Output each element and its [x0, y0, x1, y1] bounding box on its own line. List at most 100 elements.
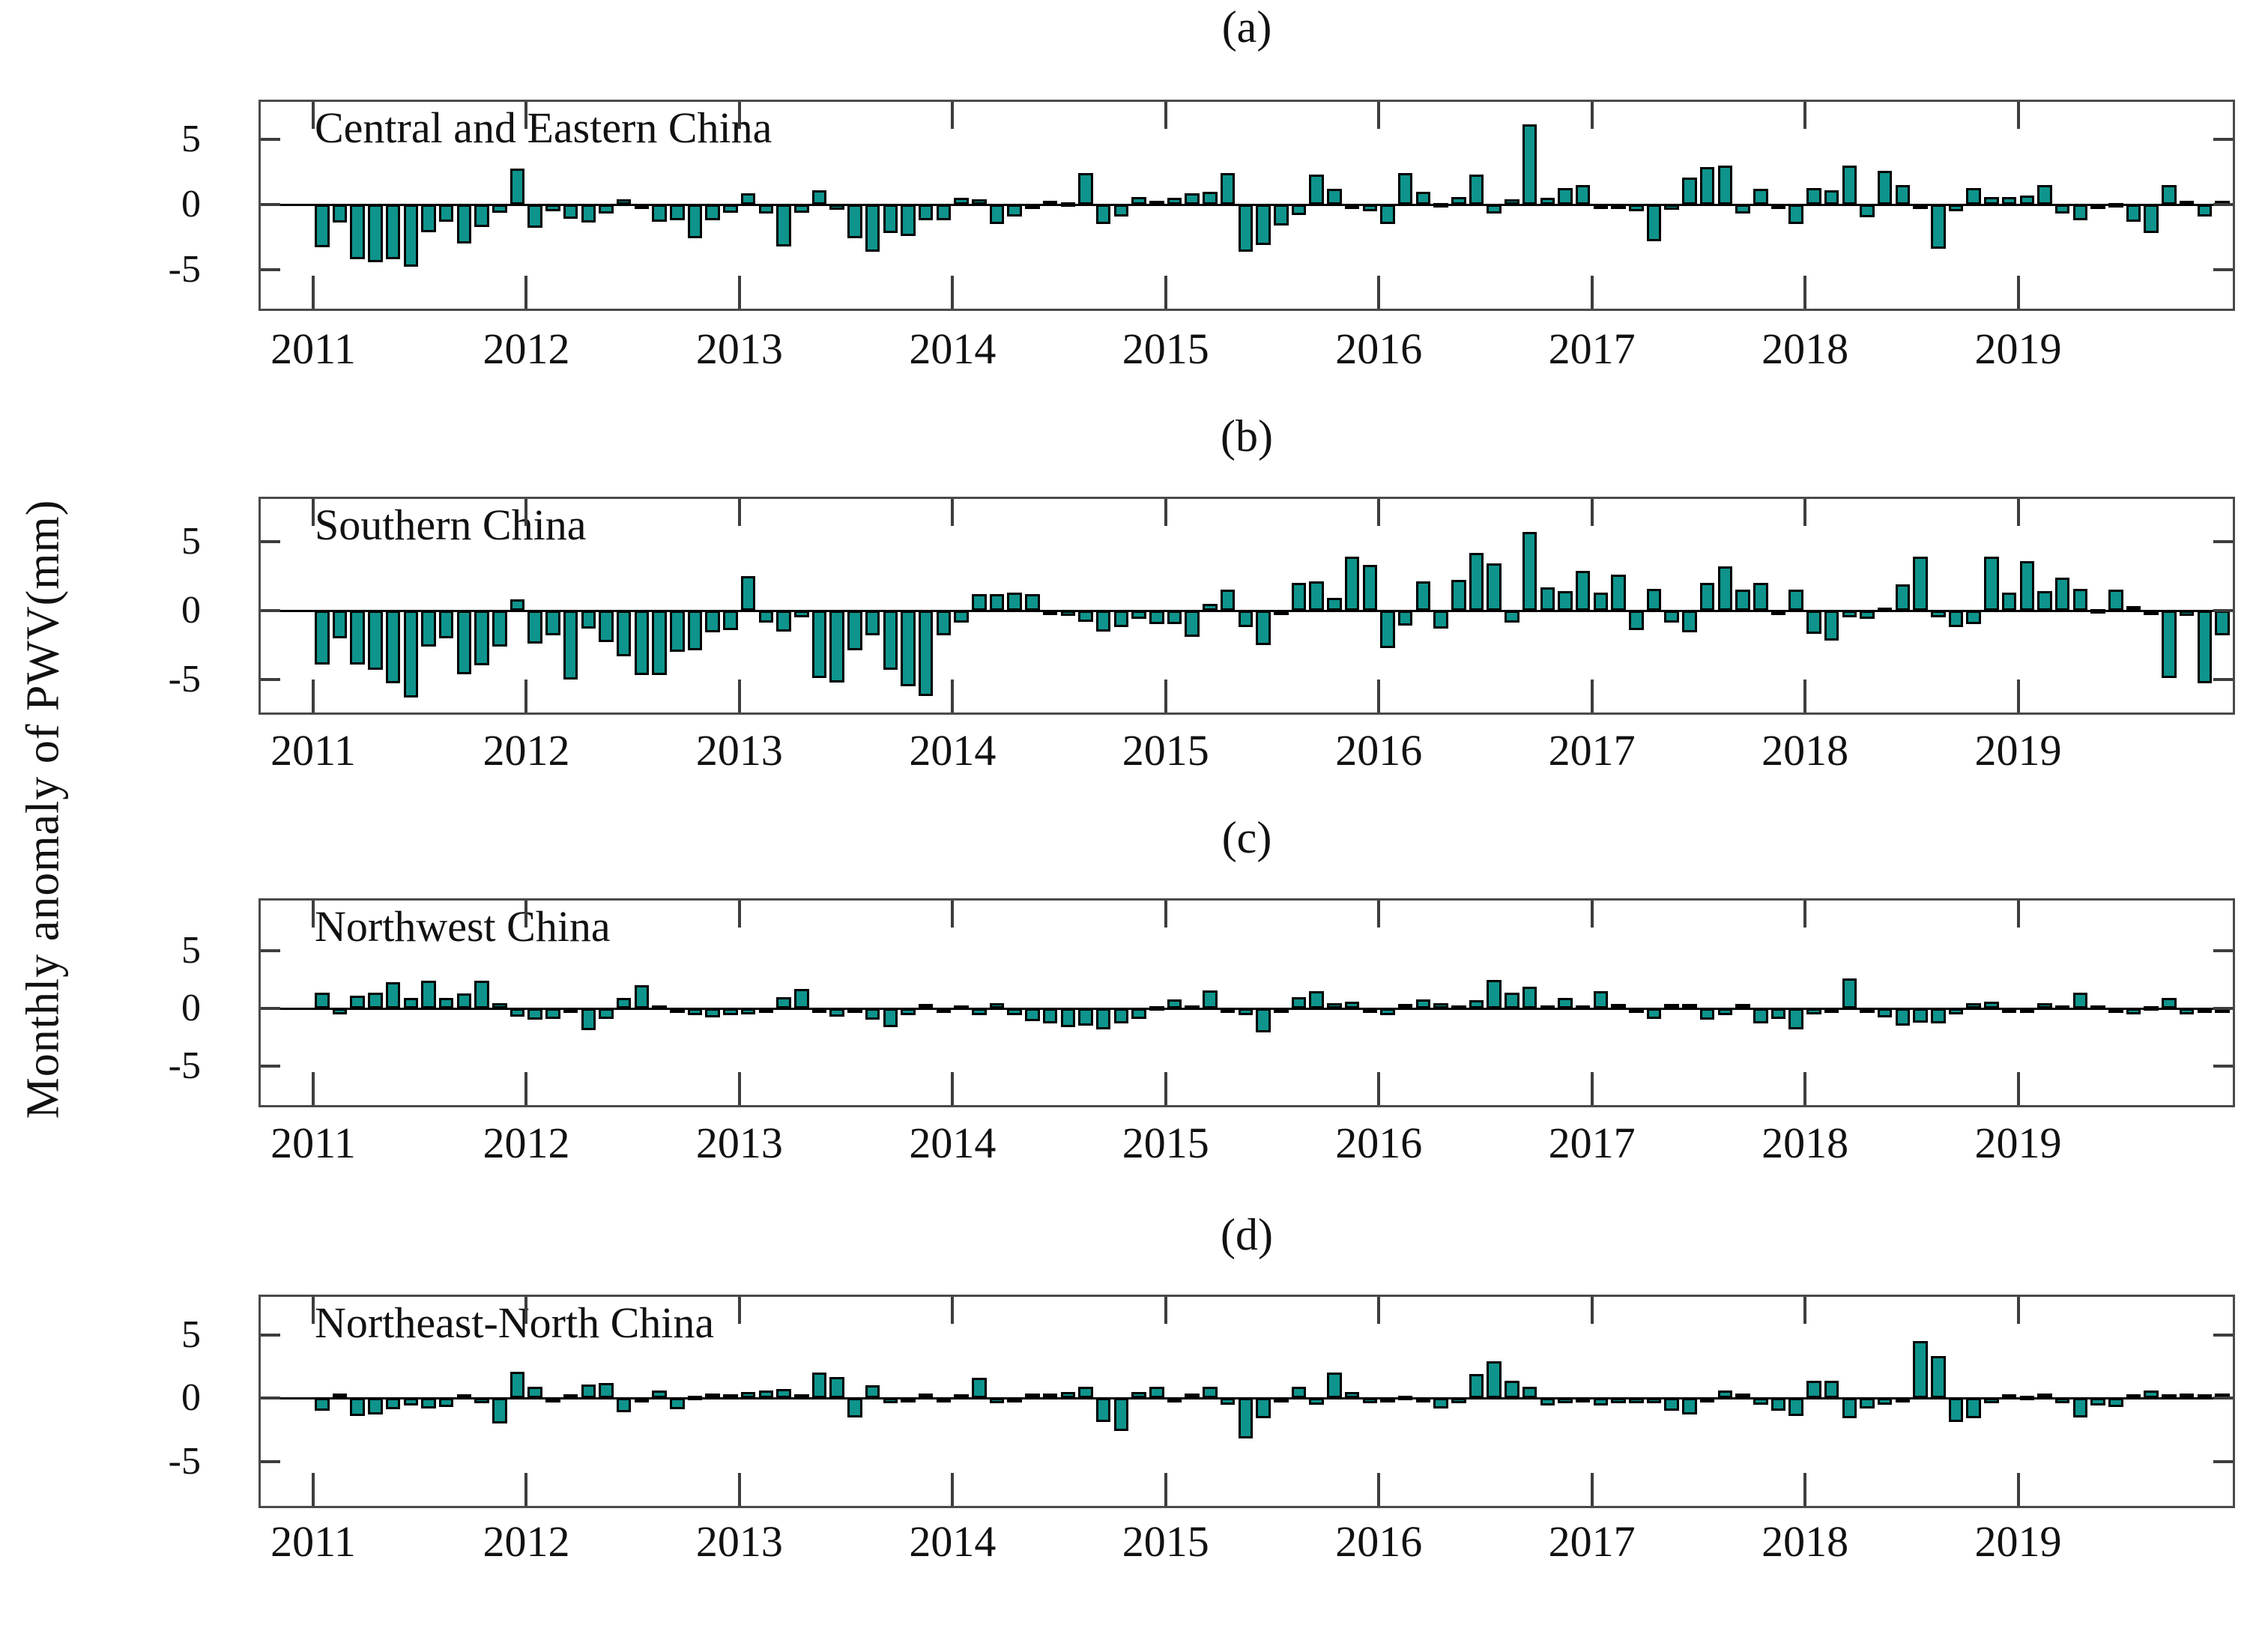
bar	[492, 1398, 507, 1424]
bar	[1362, 565, 1378, 611]
bar	[1646, 205, 1662, 241]
bar	[1060, 1008, 1076, 1027]
bar	[829, 1376, 844, 1399]
bar	[865, 610, 880, 636]
y-tick-right	[2213, 1333, 2233, 1337]
bar	[1753, 1008, 1768, 1024]
bar	[1593, 593, 1609, 611]
bar	[2126, 205, 2141, 222]
bar	[2162, 185, 2177, 205]
bar	[1842, 166, 1857, 205]
y-tick-label: 5	[181, 1313, 201, 1356]
y-tick-label: 0	[181, 183, 201, 226]
year-label: 2013	[695, 726, 783, 775]
year-tick-top	[951, 901, 955, 928]
bar	[1203, 1387, 1218, 1399]
bar	[1682, 1004, 1697, 1009]
bar	[794, 989, 809, 1009]
bar	[1522, 1387, 1537, 1399]
bar	[616, 199, 632, 205]
bar	[1717, 1391, 1733, 1399]
bar	[670, 205, 685, 220]
year-label: 2012	[483, 324, 570, 373]
year-tick-top	[951, 499, 955, 526]
year-label: 2017	[1548, 1119, 1636, 1167]
y-axis-label: Monthly anomaly of PWV(mm)	[17, 499, 69, 1119]
bar	[1558, 998, 1573, 1009]
bar	[385, 1398, 401, 1410]
bar	[599, 1382, 614, 1399]
year-tick-top	[1377, 901, 1381, 928]
bar	[740, 575, 756, 611]
year-label: 2014	[909, 726, 997, 775]
bar	[1238, 1398, 1254, 1439]
bar	[883, 610, 898, 670]
bar	[616, 610, 632, 656]
bar	[421, 205, 436, 232]
bar	[1344, 1391, 1360, 1399]
bar	[1505, 1380, 1519, 1399]
year-tick-top	[1590, 901, 1594, 928]
bar	[1966, 187, 1981, 205]
bar	[1895, 584, 1911, 611]
year-label: 2015	[1122, 1119, 1209, 1167]
panel-b-year-axis: 2011 2012 2013 2014 2015 2016 2017 2018 2019	[258, 728, 2235, 781]
panel-d-title: (d)	[1221, 1210, 1273, 1259]
y-tick-left	[261, 1333, 280, 1337]
bar	[1948, 1398, 1964, 1423]
year-tick-bottom	[1164, 276, 1167, 309]
bar	[2054, 577, 2070, 611]
bar	[581, 1384, 596, 1399]
bar	[1664, 610, 1679, 623]
bar	[1966, 1002, 1981, 1009]
bar	[1735, 590, 1750, 611]
bar	[776, 205, 791, 246]
bar	[1788, 205, 1803, 225]
bar	[1522, 987, 1537, 1009]
bar	[1860, 1398, 1875, 1408]
bar	[1717, 166, 1733, 205]
year-label: 2017	[1548, 726, 1636, 775]
bar	[1113, 1008, 1129, 1024]
bar	[1113, 610, 1129, 627]
y-tick-left	[261, 203, 280, 207]
bar	[1203, 191, 1218, 205]
year-label: 2013	[695, 324, 783, 373]
bar	[936, 610, 952, 636]
bar	[1487, 563, 1502, 611]
year-label: 2011	[270, 1517, 356, 1566]
year-tick-bottom	[1377, 1473, 1381, 1506]
bar	[1274, 205, 1289, 226]
bar	[1487, 979, 1502, 1009]
bar	[1185, 610, 1200, 637]
year-tick-bottom	[1803, 276, 1807, 309]
panel-c-plot-area: Northwest China 5 0 -5	[169, 898, 2235, 1107]
bar	[350, 610, 365, 665]
bar	[2001, 196, 2017, 205]
bar	[527, 1387, 542, 1399]
bar	[1966, 1398, 1981, 1419]
year-tick-bottom	[312, 276, 315, 309]
year-tick-bottom	[524, 1072, 528, 1105]
year-tick-bottom	[1377, 680, 1381, 712]
year-tick-top	[737, 1297, 741, 1324]
bar	[865, 1385, 880, 1399]
year-tick-top	[2016, 1297, 2020, 1324]
bar	[2162, 610, 2177, 679]
bar	[1327, 598, 1342, 611]
year-tick-top	[2016, 499, 2020, 526]
bar	[1344, 1001, 1360, 1009]
bar	[1842, 1398, 1857, 1419]
bar	[634, 610, 650, 676]
year-tick-bottom	[524, 1473, 528, 1506]
bar	[403, 205, 419, 267]
bar	[1895, 185, 1911, 205]
year-tick-bottom	[312, 1072, 315, 1105]
y-tick-label: 0	[181, 1376, 201, 1420]
bar	[1682, 177, 1697, 205]
bar	[1575, 185, 1591, 205]
y-tick-left	[261, 1064, 280, 1068]
bar	[1415, 191, 1431, 205]
bar	[1753, 189, 1768, 205]
